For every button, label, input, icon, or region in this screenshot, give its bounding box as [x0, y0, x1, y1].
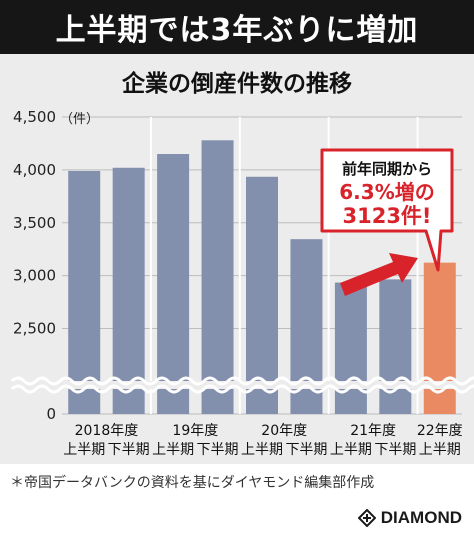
- bar: [201, 140, 234, 414]
- callout-line-2: 6.3%増の: [339, 180, 434, 204]
- x-half-label: 上半期: [419, 442, 461, 458]
- bar: [379, 279, 412, 414]
- axis-break-wave: [10, 376, 474, 386]
- bar: [157, 154, 190, 414]
- bar: [68, 170, 101, 414]
- callout-line-3: 3123件!: [342, 204, 431, 228]
- x-year-label: 2018年度: [75, 423, 139, 439]
- axis-break-wave: [10, 384, 474, 394]
- x-year-label: 20年度: [261, 423, 307, 439]
- x-year-label: 22年度: [417, 423, 463, 439]
- y-tick-label: 3,500: [13, 214, 56, 232]
- y-tick-labels: 4,500 4,000 3,500 3,000 2,500 0: [13, 108, 56, 423]
- x-half-label: 下半期: [374, 442, 416, 458]
- callout-line-1: 前年同期から: [342, 160, 432, 178]
- bar: [246, 176, 278, 414]
- x-half-label: 上半期: [152, 442, 194, 458]
- bar: [112, 167, 145, 414]
- bar: [334, 282, 367, 414]
- x-year-label: 19年度: [172, 423, 218, 439]
- x-year-label: 21年度: [350, 423, 396, 439]
- red-arrow-icon: [340, 253, 418, 296]
- y-axis-unit: （件）: [60, 112, 99, 127]
- diamond-logo-text: DIAMOND: [380, 508, 462, 527]
- diamond-logo: DIAMOND: [357, 508, 462, 528]
- y-tick-label: 4,000: [13, 161, 56, 179]
- x-half-label: 下半期: [197, 442, 239, 458]
- x-half-label: 下半期: [108, 442, 150, 458]
- x-half-label: 上半期: [63, 442, 105, 458]
- y-tick-label: 0: [46, 405, 56, 423]
- x-tick-labels: 2018年度上半期 下半期19年度上半期 下半期20年度上半期 下半期21年度上半期下…: [63, 423, 462, 458]
- axis-break: [0, 376, 474, 394]
- callout-box: [320, 148, 454, 272]
- axis-break-band: [0, 381, 474, 389]
- y-tick-label: 3,000: [13, 267, 56, 285]
- callout: 前年同期から 6.3%増の 3123件!: [320, 148, 454, 296]
- x-half-label: 上半期: [241, 442, 283, 458]
- headline-banner: 上半期では3年ぶりに増加: [0, 0, 474, 54]
- source-note: ＊帝国データバンクの資料を基にダイヤモンド編集部作成: [10, 475, 375, 491]
- y-tick-label: 2,500: [13, 320, 56, 338]
- x-half-label: 上半期: [330, 442, 372, 458]
- y-tick-label: 4,500: [13, 108, 56, 126]
- chart-title: 企業の倒産件数の推移: [122, 71, 352, 97]
- headline-text: 上半期では3年ぶりに増加: [55, 13, 419, 48]
- diamond-logo-icon: [357, 509, 376, 527]
- x-half-label: 下半期: [285, 442, 327, 458]
